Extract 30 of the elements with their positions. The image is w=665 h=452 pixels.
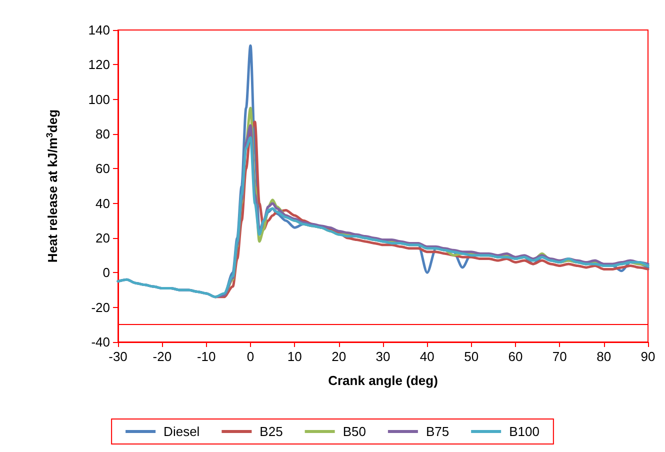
x-tick-label: -10 [196,349,216,364]
y-tick-label: 60 [96,161,110,176]
y-tick-label: 0 [102,265,110,280]
x-tick-label: -30 [108,349,128,364]
legend-label: B100 [509,424,540,439]
x-tick-label: 0 [246,349,254,364]
legend-label: B75 [426,424,450,439]
x-axis-title: Crank angle (deg) [328,373,438,388]
y-tick-label: 80 [96,126,110,142]
x-tick-label: 40 [420,349,434,364]
x-tick-label: 80 [596,349,612,364]
x-tick-label: 70 [552,349,567,364]
x-tick-label: 60 [508,349,523,364]
y-axis-title: Heat release at kJ/m3deg [44,109,60,263]
x-tick-label: -20 [152,349,172,364]
legend-label: B50 [342,424,366,439]
legend-label: Diesel [164,424,200,439]
y-tick-label: 100 [88,92,110,107]
x-tick-label: 90 [640,349,656,364]
x-tick-label: 20 [332,349,346,364]
x-tick-label: 50 [464,349,479,364]
y-tick-label: 140 [88,22,110,38]
y-tick-label: 40 [96,196,110,211]
y-tick-label: 20 [96,230,110,246]
y-tick-label: -40 [91,334,110,350]
y-tick-label: 120 [88,57,110,72]
legend-label: B25 [260,424,283,439]
x-tick-label: 10 [287,349,302,364]
y-tick-label: -20 [91,300,110,315]
x-tick-label: 30 [376,349,390,364]
